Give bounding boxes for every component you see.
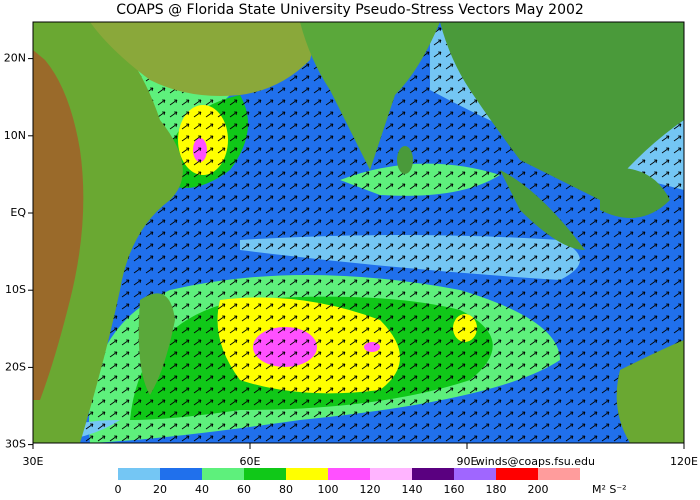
colorbar-segment <box>244 468 286 480</box>
colorbar-label: 160 <box>444 483 465 496</box>
land <box>500 170 585 250</box>
colorbar-segment <box>286 468 328 480</box>
credit: winds@coaps.fsu.edu <box>476 455 595 468</box>
colorbar-label: 140 <box>402 483 423 496</box>
map-frame <box>32 21 685 444</box>
title: COAPS @ Florida State University Pseudo-… <box>116 2 584 18</box>
colorbar-label: 100 <box>318 483 339 496</box>
lat-label: EQ <box>10 206 26 219</box>
lon-label: 90E <box>457 455 478 468</box>
lon-label: 60E <box>240 455 261 468</box>
colorbar-label: 20 <box>153 483 167 496</box>
colorbar-segment <box>538 468 580 480</box>
colorbar-label: 200 <box>528 483 549 496</box>
land <box>138 293 175 395</box>
colorbar-segment <box>454 468 496 480</box>
colorbar-label: 180 <box>486 483 507 496</box>
land <box>300 22 440 170</box>
colorbar-unit: M² S⁻² <box>592 483 627 496</box>
lat-label: 10N <box>4 129 26 142</box>
land <box>616 340 684 443</box>
land <box>33 50 84 400</box>
colorbar-label: 0 <box>115 483 122 496</box>
colorbar-segment <box>160 468 202 480</box>
lat-label: 30S <box>5 438 26 451</box>
lat-label: 10S <box>5 283 26 296</box>
colorbar-segment <box>496 468 538 480</box>
colorbar-label: 120 <box>360 483 381 496</box>
colorbar-segment <box>412 468 454 480</box>
colorbar-label: 40 <box>195 483 209 496</box>
land <box>397 146 413 174</box>
colorbar-segment <box>202 468 244 480</box>
colorbar-label: 80 <box>279 483 293 496</box>
lon-label: 120E <box>670 455 698 468</box>
land <box>600 168 670 218</box>
colorbar-label: 60 <box>237 483 251 496</box>
lon-label: 30E <box>23 455 44 468</box>
colorbar-segment <box>328 468 370 480</box>
colorbar-segment <box>370 468 412 480</box>
map <box>33 22 684 443</box>
colorbar-segment <box>118 468 160 480</box>
land <box>440 22 684 200</box>
lat-label: 20N <box>4 52 26 65</box>
land <box>90 22 320 96</box>
lat-label: 20S <box>5 360 26 373</box>
